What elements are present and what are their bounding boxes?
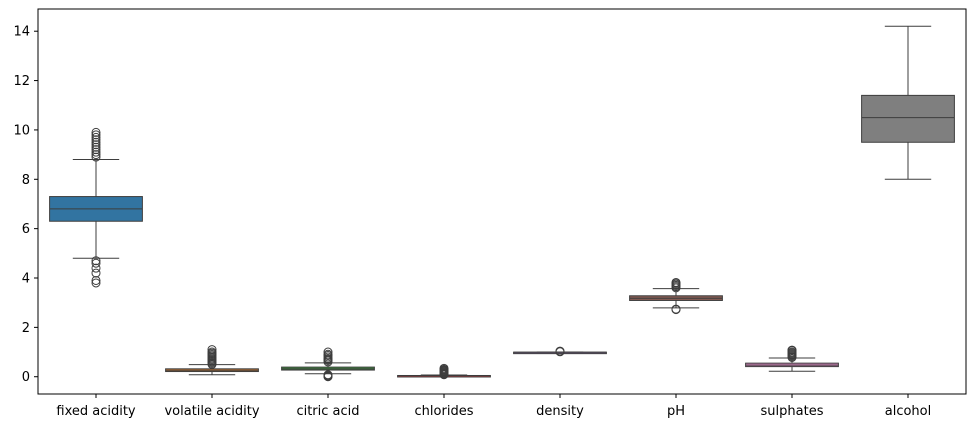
outlier-point [91,258,101,268]
outlier-point [91,140,101,150]
x-tick-label: fixed acidity [56,404,136,419]
x-tick-label: sulphates [761,404,824,419]
y-tick-label: 6 [22,222,30,237]
outlier-point [91,150,101,160]
plot-area [49,25,955,382]
y-tick-label: 12 [13,74,30,89]
x-tick-label: density [536,404,584,419]
box-group [165,345,259,376]
box-group [397,363,491,380]
y-axis: 0 2 4 6 8 10 12 14 [13,25,38,385]
box-group [281,347,375,382]
y-tick-label: 8 [22,173,30,188]
box-group [629,277,723,315]
outlier-point [787,345,797,355]
y-tick-label: 14 [13,25,30,40]
outlier-point [91,127,101,137]
outlier-point [91,263,101,273]
outlier-point [91,145,101,155]
x-tick-label: pH [667,404,685,419]
x-tick-label: alcohol [885,404,931,419]
outlier-point [91,278,101,288]
plot-frame [37,8,967,395]
outlier-point [91,142,101,152]
outlier-point [439,363,449,373]
outlier-point [555,346,565,356]
y-tick-label: 0 [22,370,30,385]
box-iqr [861,94,955,143]
outlier-point [323,349,333,359]
outlier-point [91,268,101,278]
y-tick-label: 2 [22,321,30,336]
outlier-point [671,304,681,314]
outlier-point [91,147,101,157]
outlier-point [207,347,217,357]
box-group [745,345,839,372]
box-group [49,127,143,288]
x-tick-label: chlorides [415,404,474,419]
outlier-point [91,275,101,285]
box-group [861,25,955,180]
outlier-point [207,345,217,355]
y-tick-label: 4 [22,272,30,287]
outlier-point [91,130,101,140]
x-tick-label: volatile acidity [164,404,259,419]
outlier-point [671,277,681,287]
x-tick-label: citric acid [296,404,359,419]
outlier-point [323,370,333,380]
outlier-point [91,137,101,147]
y-tick-label: 10 [13,123,30,138]
x-axis: fixed acidity volatile acidity citric acid… [56,394,931,419]
outlier-point [91,152,101,162]
outlier-point [91,256,101,266]
outlier-point [91,132,101,142]
box-group [513,346,607,357]
outlier-point [91,135,101,145]
outlier-point [323,347,333,357]
